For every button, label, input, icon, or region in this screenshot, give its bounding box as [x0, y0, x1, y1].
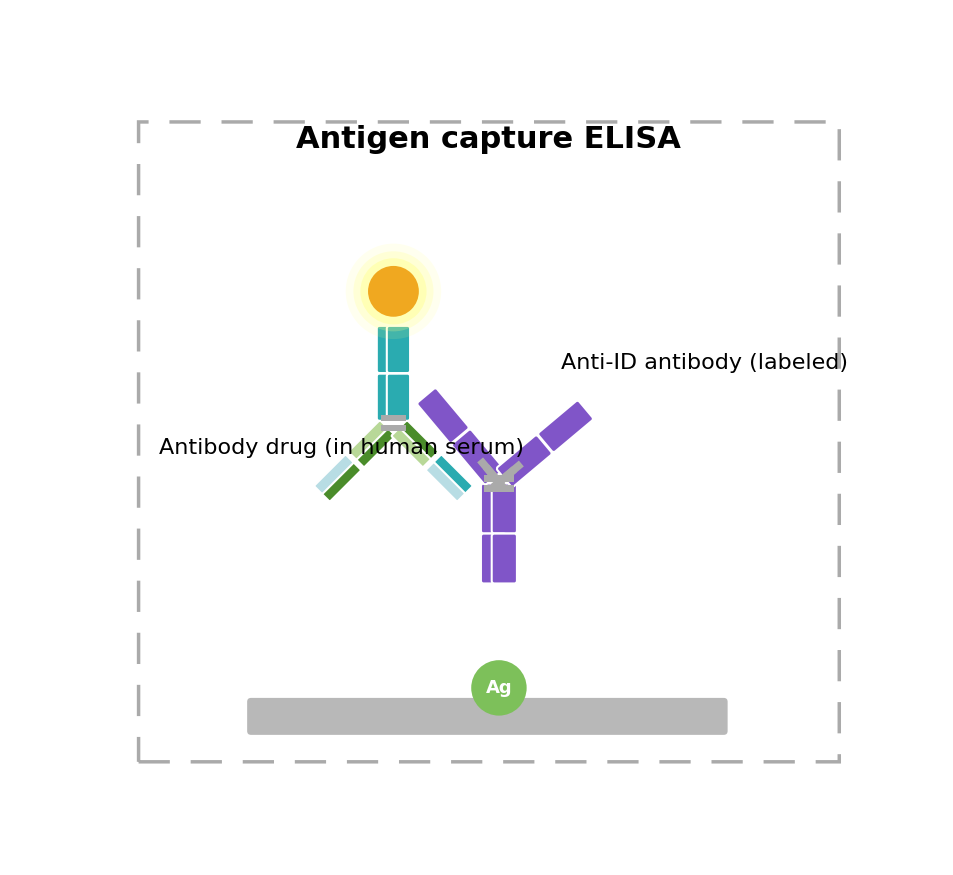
- Bar: [484, 486, 513, 492]
- FancyBboxPatch shape: [537, 401, 593, 452]
- FancyBboxPatch shape: [480, 534, 506, 584]
- FancyBboxPatch shape: [491, 484, 517, 534]
- FancyBboxPatch shape: [314, 455, 353, 493]
- Bar: [484, 475, 513, 481]
- Circle shape: [471, 660, 526, 716]
- FancyBboxPatch shape: [416, 388, 468, 443]
- Text: Ag: Ag: [485, 679, 512, 696]
- FancyBboxPatch shape: [321, 462, 360, 501]
- Text: Antibody drug (in human serum): Antibody drug (in human serum): [158, 438, 523, 458]
- FancyBboxPatch shape: [355, 428, 395, 467]
- Bar: [497, 460, 523, 484]
- FancyBboxPatch shape: [480, 484, 506, 534]
- FancyBboxPatch shape: [392, 428, 430, 467]
- FancyBboxPatch shape: [491, 534, 517, 584]
- FancyBboxPatch shape: [452, 430, 503, 485]
- Text: Antigen capture ELISA: Antigen capture ELISA: [296, 125, 680, 154]
- Bar: [381, 425, 405, 431]
- Bar: [381, 416, 405, 422]
- FancyBboxPatch shape: [425, 462, 464, 501]
- Text: Anti-ID antibody (labeled): Anti-ID antibody (labeled): [560, 353, 846, 373]
- FancyBboxPatch shape: [433, 455, 472, 493]
- Circle shape: [353, 251, 433, 332]
- FancyBboxPatch shape: [399, 420, 437, 459]
- FancyBboxPatch shape: [386, 326, 410, 373]
- FancyBboxPatch shape: [348, 420, 387, 459]
- FancyBboxPatch shape: [247, 698, 727, 735]
- FancyBboxPatch shape: [376, 326, 399, 373]
- Circle shape: [368, 266, 418, 317]
- Circle shape: [360, 258, 426, 325]
- FancyBboxPatch shape: [376, 374, 399, 421]
- Bar: [476, 458, 500, 484]
- Circle shape: [345, 243, 440, 340]
- Bar: [490, 466, 517, 490]
- FancyBboxPatch shape: [497, 435, 551, 487]
- Bar: [482, 465, 506, 491]
- FancyBboxPatch shape: [386, 374, 410, 421]
